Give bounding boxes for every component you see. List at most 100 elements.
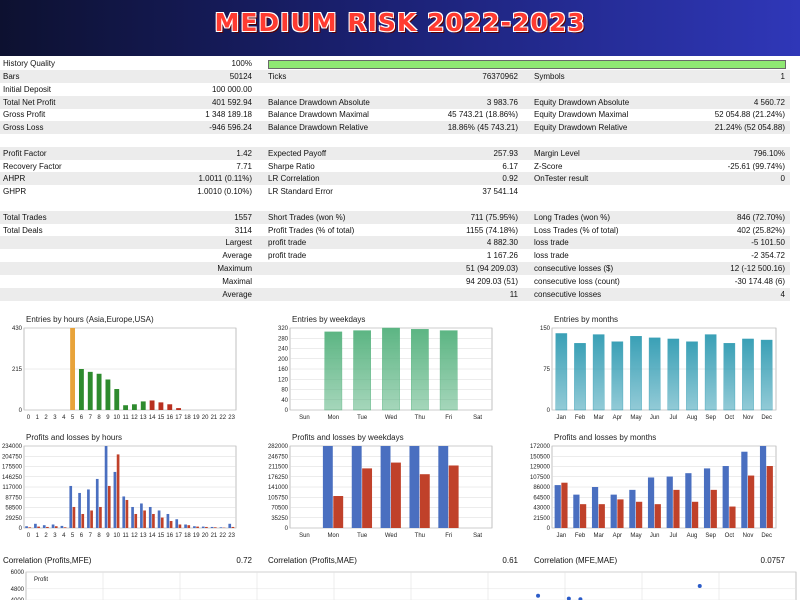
report-label-1: GHPR <box>3 187 27 197</box>
y-tick-label: 176250 <box>268 475 289 481</box>
report-label-1: Gross Profit <box>3 110 46 120</box>
report-value-2: 45 743.21 (18.86%) <box>447 110 518 120</box>
charts-area: Entries by hours (Asia,Europe,USA) 0 215 43… <box>0 312 800 542</box>
report-value-3: 4 560.72 <box>753 97 785 107</box>
report-label-2: Short Trades (won %) <box>268 212 346 222</box>
report-value-3: -5 101.50 <box>751 238 785 248</box>
bar-losses <box>729 506 736 528</box>
x-tick-label: 14 <box>149 533 156 539</box>
report-value-2: 18.86% (45 743.21) <box>447 123 518 133</box>
bar <box>324 331 343 411</box>
bar <box>131 404 137 410</box>
x-tick-label: 20 <box>202 533 209 539</box>
bar-losses <box>54 526 58 528</box>
report-label-2 <box>268 262 418 275</box>
report-label-3: OnTester result <box>534 174 589 184</box>
chart-svg: Entries by months 0 75 150 Jan Feb Mar Apr May Ju… <box>540 315 777 421</box>
report-label-2: LR Correlation <box>268 174 320 184</box>
bar-losses <box>598 504 605 528</box>
x-tick-label: 6 <box>80 533 84 539</box>
report-value-3: -25.61 (99.74%) <box>727 161 785 171</box>
y-tick-label: 40 <box>281 398 288 404</box>
chart-svg: Entries by weekdays 0 40 80 120 160 200 240 280 3… <box>278 315 493 421</box>
bar-profits <box>166 513 170 528</box>
bar-losses <box>90 510 93 528</box>
bar <box>149 400 155 410</box>
x-tick-label: Mar <box>593 415 603 421</box>
x-tick-label: 21 <box>211 533 218 539</box>
y-tick-label: 0 <box>19 408 23 414</box>
scatter-point <box>697 584 702 588</box>
report-label-1: Recovery Factor <box>3 161 62 171</box>
bar <box>410 329 429 411</box>
bar-profits <box>351 446 362 528</box>
x-tick-label: May <box>630 533 641 539</box>
x-tick-label: 17 <box>175 533 182 539</box>
report-value-1: 1557 <box>234 212 252 222</box>
x-tick-label: 1 <box>36 415 40 421</box>
bar-profits <box>51 524 55 528</box>
x-tick-label: 18 <box>184 415 191 421</box>
bar <box>353 330 372 411</box>
report-value-1: 1.42 <box>236 148 252 158</box>
bar-losses <box>673 489 680 528</box>
y-tick-label: 141000 <box>268 485 289 491</box>
y-tick-label: 234000 <box>2 444 23 450</box>
x-tick-label: 6 <box>80 415 84 421</box>
scatter-point <box>566 596 571 600</box>
x-tick-label: Jan <box>556 415 566 421</box>
bar-losses <box>116 454 120 528</box>
y-tick-label: 80 <box>281 388 288 394</box>
report-label-1 <box>3 236 153 249</box>
x-tick-label: Dec <box>761 533 772 539</box>
chart-svg: Profits and losses by months 0 21500 43000 6… <box>530 433 777 539</box>
y-tick-label: 0 <box>547 526 551 532</box>
x-tick-label: 4 <box>62 415 66 421</box>
y-tick-label: 0 <box>285 408 289 414</box>
x-tick-label: Mon <box>327 415 339 421</box>
report-row: Average 11 consecutive losses 4 <box>0 287 790 301</box>
report-row: GHPR 1.0010 (0.10%) LR Standard Error 37 54… <box>0 185 790 198</box>
report-label-3: consecutive losses <box>534 289 602 299</box>
report-value-1 <box>160 134 252 147</box>
bar-losses <box>72 506 76 528</box>
report-value-2: 76370962 <box>482 72 518 81</box>
x-tick-label: 10 <box>113 415 120 421</box>
report-value-2 <box>420 198 518 211</box>
report-label-2 <box>268 275 418 288</box>
report-row: Maximum 51 (94 209.03) consecutive losses … <box>0 262 790 275</box>
chart-title: Entries by months <box>554 315 618 324</box>
x-tick-label: 12 <box>131 415 138 421</box>
report-label-1 <box>3 198 153 211</box>
report-value-1: Average <box>222 289 252 299</box>
report-row: Total Trades 1557 Short Trades (won %) 711 … <box>0 210 790 224</box>
x-tick-label: Tue <box>357 533 368 539</box>
report-label-2: profit trade <box>268 251 307 261</box>
bar-losses <box>28 527 32 528</box>
bar <box>176 408 182 410</box>
x-tick-label: Jul <box>669 415 677 421</box>
chart-svg: Profits and losses by hours 0 29250 58500 87… <box>2 433 237 539</box>
y-tick-label: 200 <box>278 357 289 363</box>
bar-losses <box>419 474 430 528</box>
report-value-2: 0.92 <box>502 174 518 184</box>
bar <box>140 401 146 410</box>
x-tick-label: Nov <box>743 415 754 421</box>
chart-2: Entries by months 0 75 150 Jan Feb Mar Apr May Ju… <box>530 312 780 424</box>
bar-losses <box>231 526 235 528</box>
report-value-2: 257.93 <box>493 148 518 158</box>
report-table: History Quality 100% Bars 50124 Ticks 76370… <box>0 56 800 301</box>
bar-losses <box>448 465 459 528</box>
x-tick-label: 3 <box>53 533 57 539</box>
report-value-2: 3 983.76 <box>486 97 518 107</box>
corr-mfe-mae-label: Correlation (MFE,MAE) <box>534 556 618 565</box>
bar <box>611 341 624 411</box>
corr-profits-mfe-value: 0.72 <box>236 556 252 565</box>
y-tick-label: 4000 <box>11 598 25 600</box>
bar-profits <box>87 489 90 528</box>
bar-profits <box>438 446 449 528</box>
y-tick-label: 175500 <box>2 465 23 471</box>
bar-profits <box>25 526 28 528</box>
report-label-2 <box>268 83 418 96</box>
y-tick-label: 430 <box>12 326 23 332</box>
